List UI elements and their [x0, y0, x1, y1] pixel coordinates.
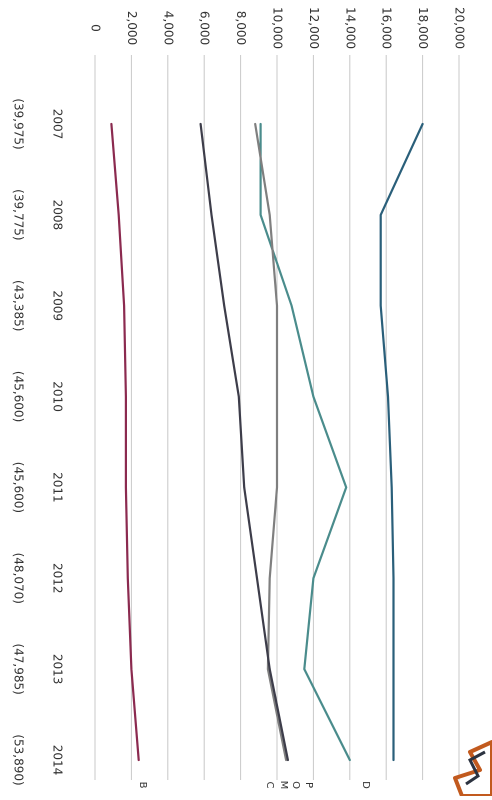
series-line-2	[254, 122, 288, 762]
corner-decoration	[453, 740, 492, 798]
category-label: 2008	[51, 200, 65, 231]
category-label: 2013	[51, 654, 65, 685]
legend-label: O	[290, 781, 301, 789]
category-sublabel: (45,600)	[12, 462, 26, 513]
value-tick-label: 20,000	[453, 7, 467, 49]
legend-label: B	[137, 782, 148, 789]
category-label: 2011	[51, 472, 65, 503]
value-tick-label: 16,000	[380, 7, 394, 49]
category-sublabel: (45,600)	[12, 371, 26, 422]
value-axis-tick-labels: 0 2,000 4,000 6,000 8,000 10,000 12,000 14,000 1…	[89, 7, 467, 49]
value-tick-label: 14,000	[343, 7, 357, 49]
category-axis-labels: 2007 (39,975) 2008 (39,775) 2009 (43,385) 2010…	[12, 98, 65, 785]
series-line-1	[259, 122, 351, 762]
corner-logo-shape	[453, 740, 492, 798]
category-sublabel: (53,890)	[12, 734, 26, 785]
series-line-3	[199, 122, 289, 762]
series-lines	[110, 122, 424, 762]
value-tick-label: 8,000	[234, 11, 248, 45]
category-sublabel: (39,975)	[12, 98, 26, 149]
series-line-0	[379, 122, 424, 762]
value-tick-label: 12,000	[307, 7, 321, 49]
category-label: 2012	[51, 563, 65, 594]
series-line-4	[110, 122, 140, 762]
legend-label: M	[278, 781, 289, 790]
category-label: 2007	[51, 109, 65, 140]
category-sublabel: (43,385)	[12, 280, 26, 331]
category-label: 2009	[51, 290, 65, 321]
value-tick-label: 10,000	[271, 7, 285, 49]
value-tick-label: 18,000	[416, 7, 430, 49]
category-sublabel: (39,775)	[12, 189, 26, 240]
legend-label: D	[360, 781, 371, 789]
value-tick-label: 4,000	[161, 11, 175, 45]
category-sublabel: (47,985)	[12, 643, 26, 694]
category-sublabel: (48,070)	[12, 553, 26, 604]
value-tick-label: 2,000	[125, 11, 139, 45]
category-label: 2010	[51, 381, 65, 412]
category-label: 2014	[51, 745, 65, 776]
legend-label: P	[303, 782, 314, 788]
value-tick-label: 6,000	[198, 11, 212, 45]
legend-label: C	[264, 782, 275, 789]
corner-logo-inner	[465, 750, 486, 786]
value-tick-label: 0	[89, 24, 103, 32]
